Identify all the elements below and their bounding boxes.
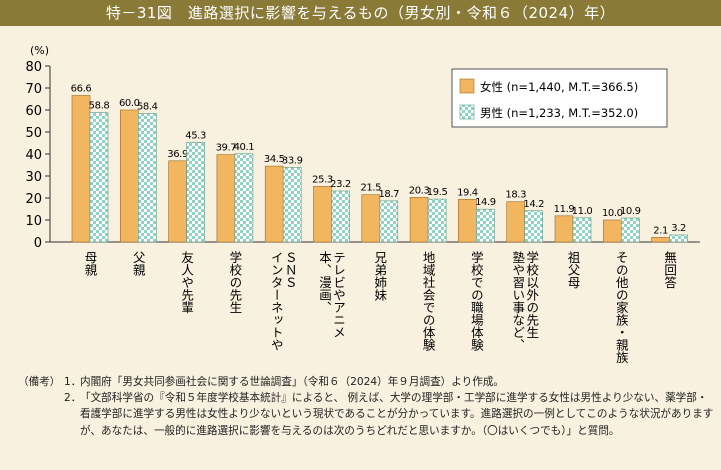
y-tick-label: 0 (34, 236, 42, 251)
x-category-label: テレビやアニメ (331, 251, 346, 339)
legend-label: 女性 (n=1,440, M.T.=366.5) (480, 80, 638, 94)
bar (409, 197, 429, 243)
y-axis-label: (%) (30, 44, 49, 57)
bar (282, 167, 302, 243)
bar (234, 153, 254, 243)
x-category-label: 兄弟姉妹 (372, 251, 387, 301)
bar-value-label: 45.3 (185, 130, 206, 141)
notes-label: （備考） (18, 376, 61, 388)
bar (427, 198, 447, 243)
bar (138, 113, 157, 243)
x-category-label: 地域社会での体験 (421, 251, 436, 352)
bar-value-label: 33.9 (282, 155, 303, 166)
x-category-label: 学校の先生 (227, 250, 242, 314)
bar (506, 201, 526, 243)
note-1-number: 1． (64, 376, 82, 388)
bar-value-label: 19.5 (427, 187, 448, 198)
bar (554, 215, 574, 243)
y-tick-label: 30 (25, 170, 42, 185)
note-2-text: 「文部科学省の『令和５年度学校基本統計』によると、 例えば、大学の理学部・工学部… (80, 392, 714, 437)
figure-title: 特－31図 進路選択に影響を与えるもの（男女別・令和６（2024）年） (0, 0, 721, 26)
bar-value-label: 11.9 (554, 204, 575, 215)
legend-swatch (459, 78, 475, 94)
x-category-label: 塾や習い事など、 (510, 250, 525, 351)
bar-value-label: 58.8 (89, 101, 110, 112)
bar-value-label: 21.5 (360, 183, 381, 194)
bar (669, 234, 688, 243)
bar-value-label: 3.2 (671, 223, 686, 234)
bar-value-label: 40.1 (234, 142, 255, 153)
bar-value-label: 10.0 (602, 208, 623, 219)
y-tick-label: 10 (25, 214, 42, 229)
x-category-label: 祖父母 (566, 250, 581, 289)
bar (602, 219, 622, 243)
bar-value-label: 11.0 (572, 206, 593, 217)
legend-swatch (459, 104, 475, 120)
bar (120, 109, 139, 243)
bar (458, 199, 477, 243)
bar-value-label: 20.3 (409, 185, 430, 196)
bar (331, 190, 350, 243)
bar-value-label: 10.9 (620, 206, 641, 217)
bar-value-label: 2.1 (653, 225, 668, 236)
notes: （備考） 1． 内閣府「男女共同参画社会に関する世論調査」（令和６（2024）年… (18, 374, 714, 439)
x-category-label: 学校での職場体験 (469, 250, 484, 352)
bar (264, 165, 284, 243)
legend-box (451, 68, 668, 128)
x-category-label: 母親 (83, 251, 98, 277)
bar (651, 237, 670, 243)
x-category-label: ＳＮＳ (283, 251, 298, 289)
note-1: （備考） 1． 内閣府「男女共同参画社会に関する世論調査」（令和６（2024）年… (18, 374, 714, 390)
bar-value-label: 36.9 (167, 149, 188, 160)
bar (524, 210, 544, 243)
bar (89, 112, 109, 243)
y-tick-label: 50 (25, 126, 42, 141)
x-category-label: 父親 (131, 251, 146, 277)
bar-value-label: 25.3 (312, 174, 333, 185)
bar (361, 194, 381, 243)
bar-value-label: 18.7 (378, 189, 399, 200)
legend-label: 男性 (n=1,233, M.T.=352.0) (480, 106, 638, 120)
y-tick-label: 60 (25, 104, 42, 119)
bar-value-label: 19.4 (457, 187, 478, 198)
bar-value-label: 18.3 (505, 190, 526, 201)
bar (572, 217, 592, 243)
bar (379, 200, 399, 243)
bar (216, 154, 236, 243)
bar-value-label: 39.7 (216, 143, 237, 154)
y-tick-label: 80 (25, 60, 42, 75)
bar-value-label: 23.2 (330, 179, 351, 190)
bar (620, 217, 640, 243)
x-category-label: 無回答 (662, 250, 677, 289)
bar-value-label: 14.2 (523, 199, 544, 210)
bar (168, 160, 187, 243)
x-category-label: その他の家族・親族 (614, 251, 629, 364)
y-tick-label: 40 (25, 148, 42, 163)
bar (313, 186, 332, 243)
note-1-text: 内閣府「男女共同参画社会に関する世論調査」（令和６（2024）年９月調査）より作… (80, 376, 505, 388)
bar (71, 95, 91, 243)
bar-value-label: 66.6 (71, 83, 92, 94)
x-category-label: 学校以外の先生 (524, 250, 539, 339)
bar-chart: (%) 0 10 20 30 40 50 60 70 80 66.6 58.8 母親 60.058.4 父… (25, 44, 700, 364)
x-category-label: インターネットや (269, 251, 284, 351)
x-category-label: 本、漫画、 (317, 251, 332, 314)
bar-value-label: 58.4 (137, 102, 158, 113)
y-tick-label: 20 (25, 192, 42, 207)
x-category-label: 友人や先輩 (179, 251, 194, 314)
bar-value-label: 60.0 (119, 98, 140, 109)
note-2-number: 2． (64, 392, 82, 405)
bar (186, 142, 205, 243)
bar (476, 208, 495, 243)
bar-value-label: 14.9 (475, 197, 496, 208)
bar-value-label: 34.5 (264, 154, 285, 165)
note-2: 2． 「文部科学省の『令和５年度学校基本統計』によると、 例えば、大学の理学部・… (18, 390, 714, 439)
y-tick-label: 70 (25, 82, 42, 97)
